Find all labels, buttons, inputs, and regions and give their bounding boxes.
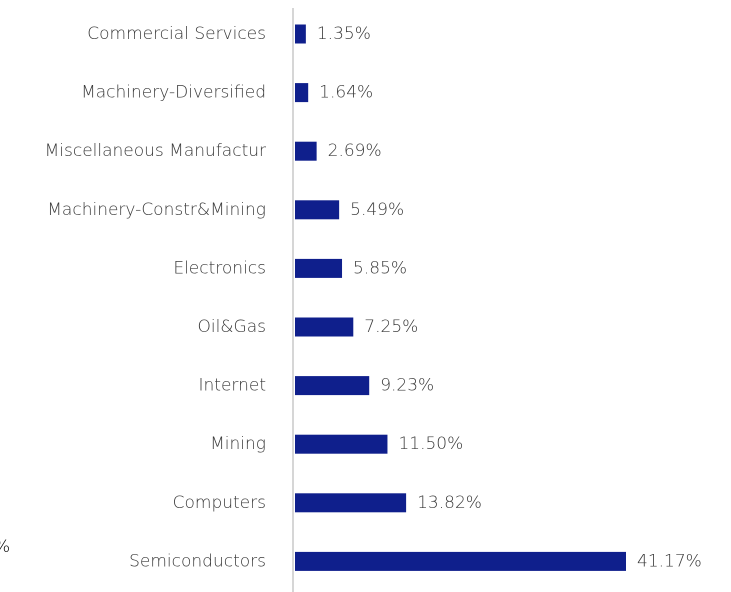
value-label: 11.50%	[398, 434, 463, 454]
clipped-percent-text: %	[0, 537, 10, 557]
value-label: 5.49%	[350, 200, 404, 220]
category-label: Machinery-Constr&Mining	[47, 200, 266, 220]
bar-row: Computers 13.82%	[173, 493, 482, 513]
bar-row: Machinery-Diversified 1.64%	[81, 83, 373, 103]
bar-row: Machinery-Constr&Mining 5.49%	[47, 200, 404, 220]
chart-rows: Commercial Services 1.35% Machinery-Divers…	[45, 24, 702, 571]
bar	[295, 200, 340, 220]
value-label: 7.25%	[364, 317, 418, 337]
category-label: Electronics	[173, 258, 266, 278]
value-label: 5.85%	[353, 258, 407, 278]
bar	[295, 551, 626, 571]
category-label: Machinery-Diversified	[81, 83, 266, 103]
value-label: 2.69%	[328, 141, 382, 161]
category-label: Internet	[198, 376, 266, 396]
bar-row: Miscellaneous Manufactur 2.69%	[45, 141, 382, 161]
bar-row: Semiconductors 41.17%	[129, 551, 702, 571]
category-label: Oil&Gas	[197, 317, 266, 337]
category-label: Commercial Services	[87, 24, 266, 44]
bar-row: Internet 9.23%	[198, 376, 434, 396]
category-label: Computers	[173, 493, 266, 513]
value-label: 41.17%	[637, 551, 702, 571]
bar	[295, 317, 354, 337]
bar	[295, 83, 309, 103]
category-label: Semiconductors	[129, 551, 266, 571]
bar	[295, 141, 317, 161]
category-label: Mining	[210, 434, 266, 454]
bar-row: Oil&Gas 7.25%	[197, 317, 418, 337]
value-label: 13.82%	[417, 493, 482, 513]
bar	[295, 258, 343, 278]
bar	[295, 24, 306, 44]
value-label: 1.64%	[319, 83, 373, 103]
bar	[295, 434, 388, 454]
bar	[295, 493, 407, 513]
bar-row: Mining 11.50%	[210, 434, 463, 454]
value-label: 9.23%	[380, 376, 434, 396]
bar	[295, 376, 370, 396]
value-label: 1.35%	[317, 24, 371, 44]
bar-row: Commercial Services 1.35%	[87, 24, 371, 44]
bar-row: Electronics 5.85%	[173, 258, 407, 278]
category-label: Miscellaneous Manufactur	[45, 141, 266, 161]
